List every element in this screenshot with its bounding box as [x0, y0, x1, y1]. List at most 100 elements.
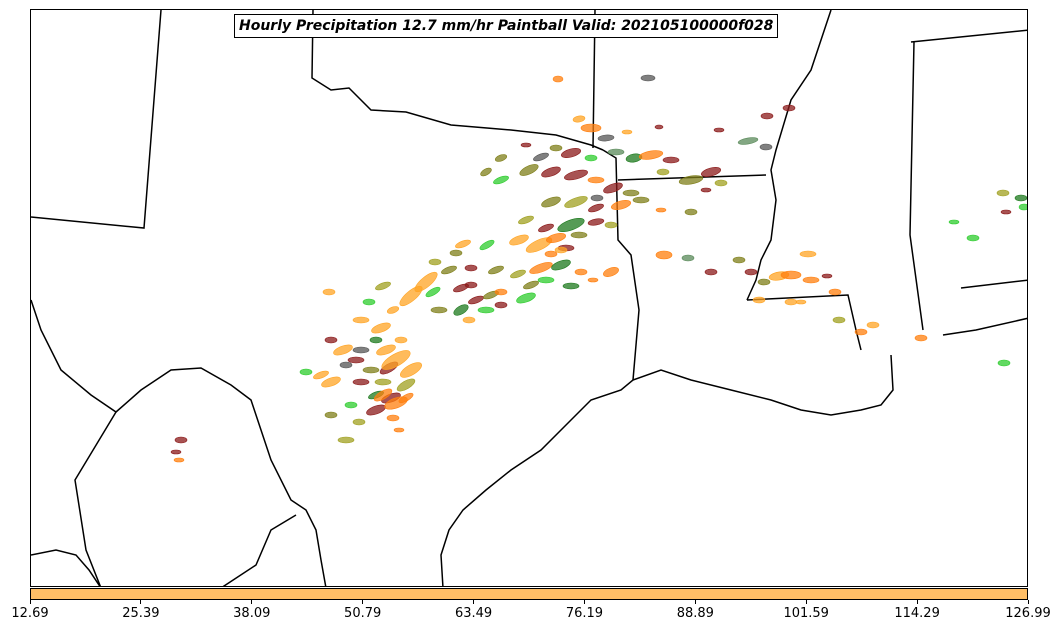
precipitation-blob [828, 288, 842, 296]
precipitation-blob [607, 148, 625, 156]
precipitation-blob [509, 234, 529, 246]
precipitation-blob [640, 74, 656, 82]
precipitation-blob [464, 264, 478, 272]
oklahoma-texas-panhandle-border [311, 10, 604, 151]
precipitation-blob [430, 306, 448, 314]
precipitation-blob [352, 418, 366, 426]
precipitation-blob [795, 299, 807, 305]
precipitation-blob [713, 127, 725, 133]
precipitation-blob [399, 285, 423, 307]
state-borders [31, 10, 1027, 586]
precipitation-blob [570, 231, 588, 239]
precipitation-blob [541, 166, 561, 178]
precipitation-blob [587, 176, 605, 184]
precipitation-blob [321, 376, 341, 388]
precipitation-blob [610, 200, 632, 210]
precipitation-blob [580, 123, 602, 133]
precipitation-blob [759, 143, 773, 151]
precipitation-blob [441, 265, 457, 275]
precipitation-blob [362, 298, 376, 306]
precipitation-blob [449, 249, 463, 257]
precipitation-blob [552, 75, 564, 83]
precipitation-blob [854, 328, 868, 336]
colorbar-tick-mark [473, 600, 475, 604]
colorbar-tick-label: 126.99 [1005, 606, 1051, 621]
precipitation-blob [333, 344, 353, 356]
precipitation-blob [587, 277, 599, 283]
precipitation-blob [799, 250, 817, 258]
precipitation-blob [551, 259, 571, 271]
colorbar-tick-mark [805, 600, 807, 604]
precipitation-blob [494, 301, 508, 309]
precipitation-blob [948, 219, 960, 225]
precipitation-blob [170, 449, 182, 455]
precipitation-blob [477, 306, 495, 314]
louisiana-mississippi-border [746, 294, 862, 351]
precipitation-blob [386, 414, 400, 422]
precipitation-blob [700, 187, 712, 193]
precipitation-blob [373, 388, 393, 402]
precipitation-blob [299, 368, 313, 376]
precipitation-blob [782, 104, 796, 112]
precipitation-blob [1000, 209, 1012, 215]
precipitation-blob [494, 288, 508, 296]
precipitation-blob [760, 112, 774, 120]
colorbar-tick-label: 12.69 [11, 606, 49, 621]
precipitation-blob [714, 179, 728, 187]
precipitation-blob [455, 239, 471, 249]
precipitation-blob [1014, 194, 1027, 202]
precipitation-blob [519, 164, 539, 176]
new-mexico-oklahoma-border [31, 10, 162, 229]
precipitation-blob [681, 254, 695, 262]
precipitation-blob [704, 268, 718, 276]
precipitation-blob [510, 269, 526, 279]
colorbar-tick-mark [1027, 600, 1029, 604]
precipitation-blob [549, 144, 563, 152]
precipitation-blob [554, 246, 568, 254]
mexico-state-border-3 [31, 549, 101, 586]
precipitation-blob [603, 182, 623, 194]
colorbar-tick-mark [140, 600, 142, 604]
map-panel [30, 9, 1028, 587]
precipitation-blob [574, 268, 588, 276]
colorbar-tick-mark [362, 600, 364, 604]
alabama-georgia-border [910, 29, 1027, 43]
mississippi-river [746, 10, 832, 301]
precipitation-blob [656, 168, 670, 176]
precipitation-blob [352, 346, 370, 354]
precipitation-blob [381, 350, 411, 370]
precipitation-blob [557, 217, 585, 233]
precipitation-blob [313, 370, 329, 380]
precipitation-blob [590, 194, 604, 202]
precipitation-blob [832, 316, 846, 324]
precipitation-blob [564, 196, 588, 208]
precipitation-blob [494, 154, 508, 162]
precipitation-blob [997, 359, 1011, 367]
precipitation-blob [324, 336, 338, 344]
colorbar-tick-mark [916, 600, 918, 604]
texas-louisiana-border [602, 149, 640, 381]
precipitation-blob [352, 316, 370, 324]
precipitation-blob [587, 218, 605, 226]
colorbar-tick-label: 38.09 [233, 606, 271, 621]
precipitation-blob [523, 280, 539, 290]
precipitation-paintballs [170, 74, 1027, 463]
precipitation-blob [752, 296, 766, 304]
precipitation-blob [396, 378, 416, 392]
colorbar-tick-label: 101.59 [783, 606, 829, 621]
precipitation-blob [468, 295, 484, 305]
precipitation-blob [684, 208, 698, 216]
precipitation-blob [488, 265, 504, 275]
mississippi-alabama-border [909, 41, 924, 331]
precipitation-blob [655, 250, 673, 260]
precipitation-blob [572, 115, 586, 123]
precipitation-blob [533, 152, 549, 162]
precipitation-blob [545, 233, 567, 243]
precipitation-blob [386, 306, 400, 314]
precipitation-blob [655, 207, 667, 213]
precipitation-blob [362, 366, 380, 374]
precipitation-blob [966, 234, 980, 242]
precipitation-blob [654, 124, 664, 130]
precipitation-blob [520, 142, 532, 148]
colorbar-tick-label: 50.79 [344, 606, 382, 621]
